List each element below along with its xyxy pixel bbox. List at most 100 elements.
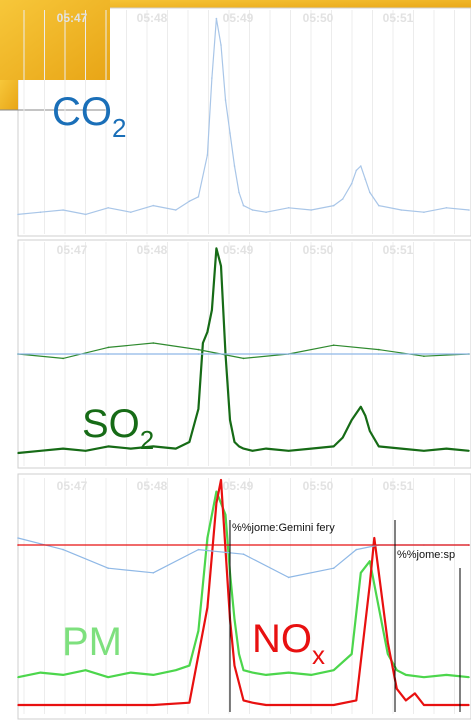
data-point — [265, 211, 267, 213]
data-point — [206, 537, 209, 539]
data-point — [233, 664, 236, 667]
data-point — [414, 692, 416, 695]
data-point — [364, 414, 367, 417]
data-point — [378, 348, 380, 351]
data-point — [378, 606, 380, 609]
data-point — [215, 490, 218, 493]
data-point — [350, 653, 353, 655]
data-point — [360, 165, 362, 167]
time-tick-label: 05:51 — [383, 479, 414, 493]
data-point — [251, 701, 254, 704]
data-point — [341, 436, 344, 439]
time-tick-label: 05:47 — [57, 11, 88, 25]
data-point — [188, 200, 191, 202]
data-point — [355, 699, 358, 702]
data-point — [355, 548, 358, 551]
data-point — [84, 669, 87, 671]
data-point — [468, 704, 470, 706]
data-point — [369, 430, 371, 432]
data-point — [341, 198, 344, 200]
data-point — [107, 704, 109, 706]
data-point — [355, 169, 358, 172]
data-point — [251, 671, 254, 674]
data-point — [211, 77, 213, 79]
data-point — [423, 355, 425, 358]
data-point — [445, 207, 448, 209]
data-point — [39, 704, 42, 706]
data-point — [251, 209, 254, 211]
data-point — [242, 447, 245, 450]
data-point — [206, 606, 209, 609]
data-point — [423, 211, 425, 213]
data-point — [107, 567, 109, 569]
data-point — [17, 537, 19, 539]
data-point — [233, 441, 236, 443]
data-point — [197, 353, 200, 355]
data-point — [265, 447, 267, 450]
data-point — [197, 196, 200, 198]
data-point — [468, 353, 470, 355]
data-point — [387, 653, 389, 655]
data-point — [287, 207, 290, 209]
data-point — [62, 357, 64, 360]
data-point — [400, 209, 403, 211]
data-point — [130, 211, 132, 213]
data-point — [152, 674, 155, 676]
data-point — [107, 346, 109, 349]
time-tick-label: 05:49 — [223, 243, 254, 257]
data-point — [188, 664, 191, 667]
data-point — [360, 406, 362, 408]
nox-label: NOx — [252, 617, 325, 670]
data-point — [175, 669, 177, 671]
time-tick-label: 05:47 — [57, 479, 88, 493]
data-point — [130, 447, 132, 450]
data-point — [211, 309, 213, 311]
data-point — [229, 132, 231, 134]
data-point — [445, 674, 448, 676]
data-point — [405, 699, 407, 702]
data-point — [152, 572, 155, 574]
data-point — [310, 674, 313, 676]
data-point — [84, 450, 87, 452]
data-point — [405, 674, 407, 676]
data-point — [39, 671, 42, 674]
time-tick-label: 05:49 — [223, 11, 254, 25]
data-point — [130, 671, 132, 674]
data-point — [332, 704, 335, 706]
data-point — [360, 572, 362, 574]
data-point — [39, 211, 42, 213]
data-point — [287, 450, 290, 452]
data-point — [206, 331, 209, 333]
data-point — [369, 583, 371, 586]
time-tick-label: 05:51 — [383, 11, 414, 25]
data-point — [206, 154, 209, 156]
data-point — [152, 342, 155, 344]
data-point — [423, 704, 425, 706]
data-point — [378, 204, 380, 207]
data-point — [287, 353, 290, 355]
data-point — [378, 353, 380, 355]
data-point — [287, 671, 290, 674]
time-tick-label: 05:49 — [223, 479, 254, 493]
time-tick-label: 05:50 — [303, 11, 334, 25]
data-point — [242, 669, 245, 671]
data-point — [188, 441, 191, 443]
data-point — [197, 408, 200, 410]
data-point — [175, 209, 177, 211]
pm-label: PM — [62, 620, 122, 664]
data-point — [220, 44, 222, 46]
data-point — [387, 641, 389, 644]
data-point — [265, 674, 267, 676]
data-point — [242, 553, 245, 555]
so2-label: SO2 — [82, 402, 154, 455]
data-point — [265, 704, 267, 706]
data-point — [332, 204, 335, 207]
data-point — [242, 204, 245, 207]
data-point — [197, 348, 200, 351]
data-point — [62, 548, 64, 551]
data-point — [224, 99, 227, 101]
data-point — [468, 544, 470, 546]
data-point — [396, 669, 398, 671]
data-point — [287, 704, 290, 706]
